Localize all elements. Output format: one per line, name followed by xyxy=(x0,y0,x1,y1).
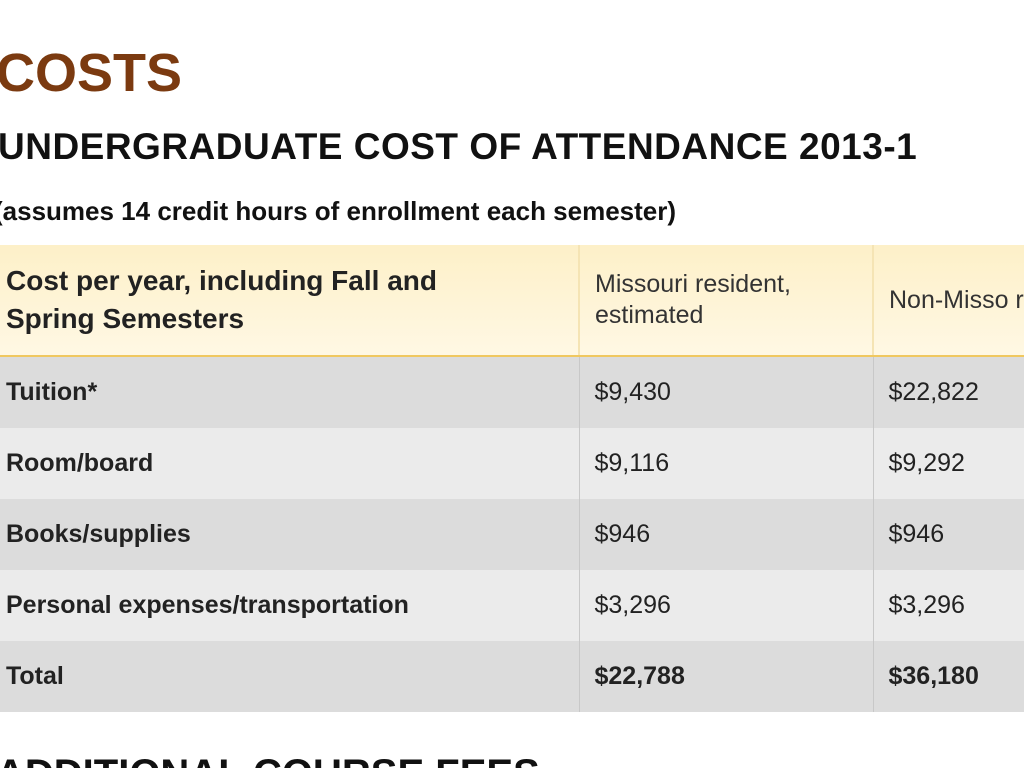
table-row: Personal expenses/transportation $3,296 $3… xyxy=(0,570,1024,641)
header-cell: Non-Misso resident, es xyxy=(872,245,1024,357)
cost-cell: $3,296 xyxy=(872,570,1024,641)
table-row: Room/board $9,116 $9,292 xyxy=(0,428,1024,499)
table-row: Total $22,788 $36,180 xyxy=(0,641,1024,712)
cost-cell: $9,116 xyxy=(578,428,873,499)
row-label: Room/board xyxy=(0,428,579,499)
cost-cell: $9,430 xyxy=(578,356,873,428)
next-heading: ADDITIONAL COURSE FEES xyxy=(0,752,540,768)
table-row: Books/supplies $946 $946 xyxy=(0,499,1024,570)
cost-table: Cost per year, including Fall and Spring… xyxy=(0,245,1024,712)
cost-cell: $22,788 xyxy=(578,641,873,712)
heading: UNDERGRADUATE COST OF ATTENDANCE 2013-1 xyxy=(0,126,918,167)
cost-cell: $946 xyxy=(578,499,873,570)
header-cell: Cost per year, including Fall and Spring… xyxy=(0,245,579,357)
header-cell: Missouri resident, estimated xyxy=(578,245,873,357)
cost-cell: $9,292 xyxy=(872,428,1024,499)
title: COSTS xyxy=(0,43,183,103)
row-label: Personal expenses/transportation xyxy=(0,570,579,641)
subheading: (assumes 14 credit hours of enrollment e… xyxy=(0,196,677,226)
row-label: Tuition* xyxy=(0,356,579,428)
row-label: Total xyxy=(0,641,579,712)
cost-cell: $946 xyxy=(872,499,1024,570)
header-row: Cost per year, including Fall and Spring… xyxy=(0,245,1024,357)
row-label: Books/supplies xyxy=(0,499,579,570)
table-body: Tuition* $9,430 $22,822 Room/board $9,116 $9,… xyxy=(0,356,1024,712)
cost-cell: $22,822 xyxy=(872,356,1024,428)
table-row: Tuition* $9,430 $22,822 xyxy=(0,356,1024,428)
cost-cell: $3,296 xyxy=(578,570,873,641)
cost-cell: $36,180 xyxy=(872,641,1024,712)
